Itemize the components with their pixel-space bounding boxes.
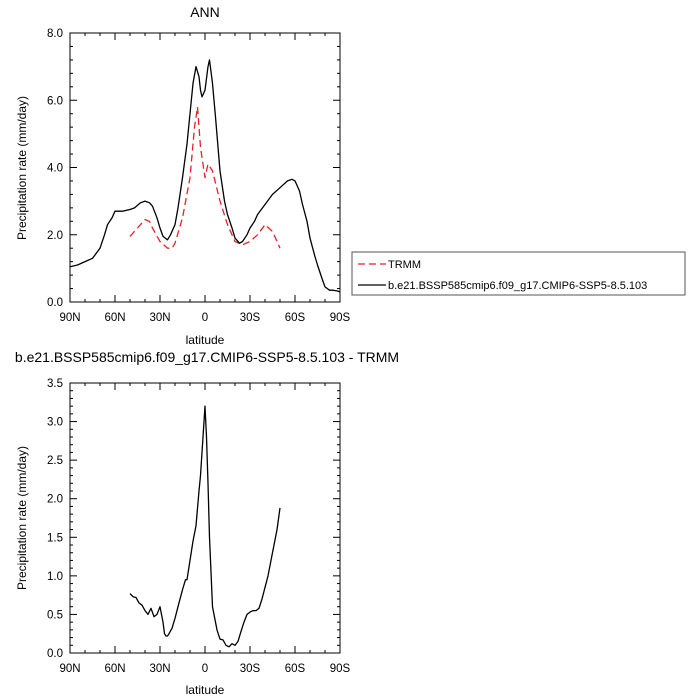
- bottom-x-tick-label: 90S: [330, 663, 351, 675]
- top-x-tick-label: 30S: [240, 312, 261, 324]
- bottom-series-line-difference: [129, 405, 281, 648]
- top-y-tick-label: 2.0: [47, 230, 63, 242]
- top-y-tick-label: 0.0: [47, 297, 63, 309]
- top-x-tick-label: 0: [202, 312, 208, 324]
- bottom-plot-frame: [69, 382, 341, 654]
- bottom-x-tick-label: 60S: [285, 663, 306, 675]
- legend-label-trmm: TRMM: [388, 259, 421, 271]
- legend-box: [351, 251, 686, 296]
- bottom-y-axis-label: Precipitation rate (mm/day): [15, 446, 29, 590]
- top-x-tick-label: 30N: [149, 312, 170, 324]
- bottom-y-tick-label: 1.5: [47, 532, 63, 544]
- top-chart: ANN 90N 60N 30N 0 30S 60S 90S 0.0 2.0 4.0 6.0 8.0 l…: [15, 4, 686, 347]
- bottom-chart: b.e21.BSSP585cmip6.f09_g17.CMIP6-SSP5-8.…: [15, 349, 399, 697]
- top-y-tick-label: 8.0: [47, 28, 63, 40]
- top-series-line-model: [69, 59, 341, 293]
- bottom-y-tick-label: 1.0: [47, 571, 63, 583]
- bottom-x-tick-label: 0: [202, 663, 208, 675]
- top-x-tick-label: 60S: [285, 312, 306, 324]
- top-x-tick-label: 60N: [104, 312, 125, 324]
- top-chart-title: ANN: [190, 4, 220, 20]
- top-y-tick-label: 6.0: [47, 95, 63, 107]
- top-plot-frame: [69, 32, 341, 303]
- bottom-x-tick-label: 90N: [59, 663, 80, 675]
- bottom-y-tick-label: 3.0: [47, 417, 63, 429]
- bottom-x-tick-label: 60N: [104, 663, 125, 675]
- top-x-tick-label: 90S: [330, 312, 351, 324]
- top-series-line-trmm: [129, 106, 281, 249]
- bottom-y-tick-label: 2.0: [47, 494, 63, 506]
- bottom-y-tick-label: 0.5: [47, 609, 63, 621]
- bottom-y-tick-label: 3.5: [47, 378, 63, 390]
- bottom-y-tick-label: 2.5: [47, 455, 63, 467]
- top-y-axis-label: Precipitation rate (mm/day): [15, 96, 29, 240]
- bottom-y-tick-label: 0.0: [47, 648, 63, 660]
- bottom-x-tick-label: 30S: [240, 663, 261, 675]
- top-x-axis-label: latitude: [186, 333, 225, 347]
- top-x-tick-label: 90N: [59, 312, 80, 324]
- legend-label-model: b.e21.BSSP585cmip6.f09_g17.CMIP6-SSP5-8.…: [388, 280, 647, 292]
- bottom-x-tick-label: 30N: [149, 663, 170, 675]
- bottom-x-axis-label: latitude: [186, 683, 225, 697]
- bottom-chart-title: b.e21.BSSP585cmip6.f09_g17.CMIP6-SSP5-8.…: [15, 349, 399, 365]
- top-y-tick-label: 4.0: [47, 163, 63, 175]
- legend: TRMM b.e21.BSSP585cmip6.f09_g17.CMIP6-SS…: [351, 251, 686, 296]
